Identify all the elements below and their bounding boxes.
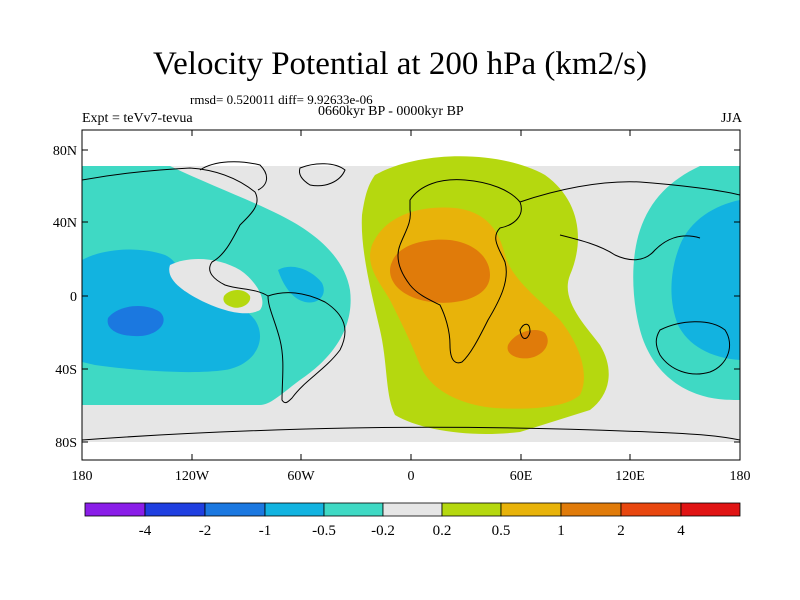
lat-axis: 80N 40N 0 40S 80S — [53, 144, 740, 451]
contour-neg-0-5-andes — [278, 266, 324, 303]
period-label: 0660kyr BP - 0000kyr BP — [318, 104, 464, 119]
contour-neg-0-5-west — [82, 249, 261, 373]
contour-neg-0-5-east — [671, 200, 740, 360]
lon-label-60e: 60E — [510, 469, 533, 484]
lon-label-120e: 120E — [615, 469, 645, 484]
lon-label-60w: 60W — [287, 469, 315, 484]
stats-text: rmsd= 0.520011 diff= 9.92633e-06 — [190, 92, 373, 107]
coastlines — [82, 161, 740, 441]
colorbar-box-2 — [204, 502, 266, 517]
colorbar-label-8: 2 — [617, 523, 625, 539]
colorbar-label-7: 1 — [557, 523, 565, 539]
colorbar-label-3: -0.5 — [312, 523, 336, 539]
colorbar-box-3 — [264, 502, 325, 517]
lon-label-120w: 120W — [175, 469, 210, 484]
colorbar-box-4 — [323, 502, 384, 517]
lon-label-180e: 180 — [730, 469, 751, 484]
colorbar-label-2: -1 — [259, 523, 272, 539]
colorbar-labels: -4 -2 -1 -0.5 -0.2 0.2 0.5 1 2 4 — [139, 523, 686, 539]
colorbar-label-1: -2 — [199, 523, 212, 539]
page-title: Velocity Potential at 200 hPa (km2/s) — [152, 46, 648, 82]
colorbar-box-8 — [560, 502, 622, 517]
colorbar-label-5: 0.2 — [433, 523, 452, 539]
contour-pos-1-africa — [390, 239, 490, 303]
lat-label-80n: 80N — [53, 144, 77, 159]
lon-label-180w: 180 — [72, 469, 93, 484]
colorbar-label-4: -0.2 — [371, 523, 395, 539]
lat-label-40s: 40S — [55, 363, 77, 378]
contour-pos-0-2-small — [223, 290, 251, 308]
colorbar-box-1 — [144, 502, 206, 517]
contour-neg-1-west — [107, 306, 164, 337]
lat-label-80s: 80S — [55, 436, 77, 451]
lat-label-40n: 40N — [53, 216, 77, 231]
colorbar-box-0 — [84, 502, 146, 517]
colorbar-label-9: 4 — [677, 523, 685, 539]
colorbar — [84, 502, 741, 517]
colorbar-label-0: -4 — [139, 523, 152, 539]
colorbar-box-6 — [441, 502, 502, 517]
colorbar-label-6: 0.5 — [492, 523, 511, 539]
lat-label-0: 0 — [70, 290, 77, 305]
lon-label-0: 0 — [408, 469, 415, 484]
contour-pos-1-south — [507, 330, 548, 359]
colorbar-box-5 — [382, 502, 443, 517]
experiment-label: Expt = teVv7-tevua — [82, 111, 193, 126]
colorbar-box-10 — [680, 502, 741, 517]
colorbar-box-9 — [620, 502, 682, 517]
season-label: JJA — [720, 111, 742, 126]
lon-axis: 180 120W 60W 0 60E 120E 180 — [72, 130, 751, 484]
colorbar-box-7 — [500, 502, 562, 517]
